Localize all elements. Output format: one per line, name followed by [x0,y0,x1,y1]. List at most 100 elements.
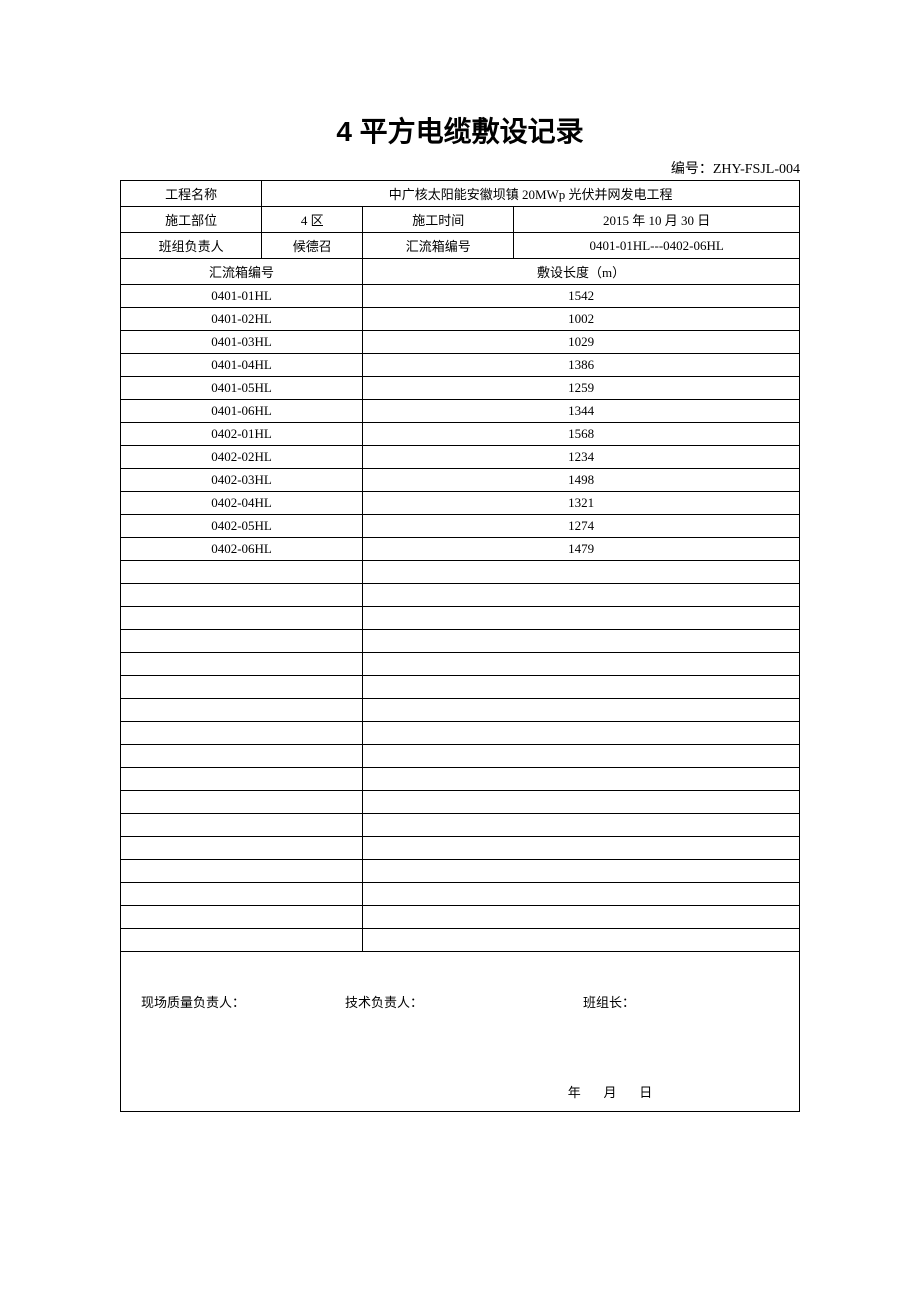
empty-cell [121,630,363,653]
data-row: 0402-03HL1498 [121,469,800,492]
team-leader-signature-label: 班组长： [583,992,635,1011]
data-cell-length: 1344 [363,400,800,423]
empty-cell [363,584,800,607]
data-cell-box: 0401-04HL [121,354,363,377]
data-cell-length: 1321 [363,492,800,515]
data-row: 0401-03HL1029 [121,331,800,354]
empty-cell [121,814,363,837]
box-number-value: 0401-01HL---0402-06HL [514,233,800,259]
empty-row [121,906,800,929]
empty-row [121,745,800,768]
empty-cell [121,883,363,906]
data-cell-box: 0402-02HL [121,446,363,469]
col-box-number: 汇流箱编号 [121,259,363,285]
team-leader-label: 班组负责人 [121,233,262,259]
empty-cell [121,906,363,929]
empty-cell [363,768,800,791]
empty-row [121,791,800,814]
data-cell-length: 1274 [363,515,800,538]
empty-cell [363,883,800,906]
data-row: 0401-01HL1542 [121,285,800,308]
day-label: 日 [639,1085,652,1100]
empty-row [121,768,800,791]
location-value: 4 区 [262,207,363,233]
empty-row [121,653,800,676]
empty-cell [363,653,800,676]
time-value: 2015 年 10 月 30 日 [514,207,800,233]
data-cell-length: 1029 [363,331,800,354]
project-name-label: 工程名称 [121,181,262,207]
empty-cell [121,837,363,860]
signature-row: 现场质量负责人： 技术负责人： 班组长： 年 月 日 [121,952,800,1112]
data-cell-box: 0401-02HL [121,308,363,331]
header-row-location: 施工部位 4 区 施工时间 2015 年 10 月 30 日 [121,207,800,233]
empty-cell [363,906,800,929]
empty-row [121,676,800,699]
empty-row [121,860,800,883]
data-cell-length: 1542 [363,285,800,308]
signature-box: 现场质量负责人： 技术负责人： 班组长： 年 月 日 [121,952,800,1112]
document-number: 编号：ZHY-FSJL-004 [120,158,800,178]
data-cell-box: 0402-01HL [121,423,363,446]
data-cell-box: 0402-06HL [121,538,363,561]
data-row: 0402-01HL1568 [121,423,800,446]
empty-cell [363,929,800,952]
empty-row [121,607,800,630]
doc-number-label: 编号： [671,162,713,177]
project-name-value: 中广核太阳能安徽坝镇 20MWp 光伏并网发电工程 [262,181,800,207]
data-cell-box: 0402-04HL [121,492,363,515]
data-cell-length: 1259 [363,377,800,400]
data-row: 0402-06HL1479 [121,538,800,561]
data-row: 0401-04HL1386 [121,354,800,377]
header-row-project: 工程名称 中广核太阳能安徽坝镇 20MWp 光伏并网发电工程 [121,181,800,207]
date-line: 年 月 日 [141,1082,779,1101]
record-table: 工程名称 中广核太阳能安徽坝镇 20MWp 光伏并网发电工程 施工部位 4 区 … [120,180,800,1112]
data-cell-box: 0401-01HL [121,285,363,308]
data-cell-box: 0402-05HL [121,515,363,538]
empty-cell [363,607,800,630]
empty-cell [363,676,800,699]
data-cell-length: 1479 [363,538,800,561]
empty-row [121,584,800,607]
data-cell-length: 1234 [363,446,800,469]
year-label: 年 [568,1085,581,1100]
empty-cell [121,768,363,791]
empty-row [121,630,800,653]
data-cell-length: 1498 [363,469,800,492]
data-cell-box: 0401-03HL [121,331,363,354]
empty-cell [121,676,363,699]
empty-cell [363,745,800,768]
empty-cell [121,699,363,722]
empty-cell [363,860,800,883]
data-row: 0401-02HL1002 [121,308,800,331]
empty-cell [121,584,363,607]
header-row-leader: 班组负责人 候德召 汇流箱编号 0401-01HL---0402-06HL [121,233,800,259]
empty-cell [121,561,363,584]
document-title: 4 平方电缆敷设记录 [120,110,800,150]
empty-cell [363,837,800,860]
time-label: 施工时间 [363,207,514,233]
empty-cell [121,791,363,814]
tech-manager-label: 技术负责人： [345,992,423,1011]
empty-cell [363,722,800,745]
empty-row [121,929,800,952]
data-cell-length: 1002 [363,308,800,331]
empty-cell [363,814,800,837]
team-leader-value: 候德召 [262,233,363,259]
data-cell-length: 1568 [363,423,800,446]
month-label: 月 [603,1085,616,1100]
col-length: 敷设长度（m） [363,259,800,285]
data-column-header: 汇流箱编号 敷设长度（m） [121,259,800,285]
data-cell-length: 1386 [363,354,800,377]
empty-cell [121,860,363,883]
empty-row [121,814,800,837]
empty-row [121,699,800,722]
empty-cell [363,699,800,722]
data-row: 0402-05HL1274 [121,515,800,538]
data-row: 0402-04HL1321 [121,492,800,515]
empty-cell [121,929,363,952]
quality-manager-label: 现场质量负责人： [141,992,245,1011]
empty-row [121,837,800,860]
data-row: 0401-05HL1259 [121,377,800,400]
location-label: 施工部位 [121,207,262,233]
